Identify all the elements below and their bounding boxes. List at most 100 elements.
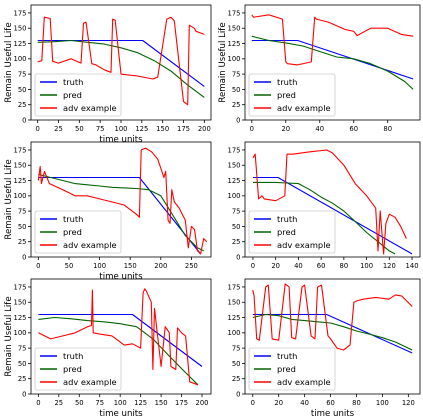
y-axis-label: Remain Useful Life bbox=[218, 22, 228, 102]
y-axis-label: Remain Useful Life bbox=[4, 296, 14, 376]
series-line-truth bbox=[38, 313, 203, 367]
legend-label: truth bbox=[63, 77, 83, 87]
x-tick-label: 75 bbox=[95, 399, 104, 407]
x-tick-label: 60 bbox=[317, 262, 326, 270]
axes-frame bbox=[244, 4, 421, 121]
y-tick-label: 0 bbox=[236, 116, 240, 124]
x-tick-label: 140 bbox=[406, 262, 419, 270]
y-tick-label: 175 bbox=[14, 9, 27, 17]
legend: truth pred adv example bbox=[248, 210, 336, 254]
y-tick-label: 150 bbox=[14, 25, 27, 33]
legend-box bbox=[248, 210, 336, 254]
chart-panel-3: 0 50 100 150 200 250 0 25 50 75 100 125 150 175 time u… bbox=[4, 141, 212, 282]
y-tick-label: 50 bbox=[232, 223, 241, 231]
x-tick-label: 80 bbox=[383, 125, 392, 133]
y-tick-label: 175 bbox=[228, 146, 241, 154]
y-tick-label: 125 bbox=[228, 177, 241, 185]
x-tick-label: 50 bbox=[75, 399, 84, 407]
x-tick-label: 250 bbox=[185, 262, 198, 270]
y-tick-label: 75 bbox=[18, 71, 27, 79]
legend-box bbox=[34, 73, 122, 117]
series-line-truth bbox=[253, 176, 413, 255]
y-tick-label: 0 bbox=[236, 390, 240, 398]
x-tick-label: 25 bbox=[54, 125, 63, 133]
x-tick-label: 75 bbox=[96, 125, 105, 133]
y-tick-label: 100 bbox=[228, 192, 241, 200]
y-tick-label: 150 bbox=[14, 299, 27, 307]
legend-box bbox=[34, 347, 122, 391]
y-tick-label: 0 bbox=[236, 253, 240, 261]
y-tick-label: 50 bbox=[18, 360, 27, 368]
x-tick-label: 175 bbox=[175, 399, 188, 407]
y-tick-label: 75 bbox=[232, 71, 241, 79]
y-tick-label: 175 bbox=[14, 146, 27, 154]
y-axis-label: Remain Useful Life bbox=[4, 22, 14, 102]
x-tick-label: 120 bbox=[402, 399, 415, 407]
legend-label: adv example bbox=[277, 377, 331, 387]
chart-panel-4: 0 20 40 60 80 100 120 140 0 25 50 75 100 125 150 175 tru… bbox=[228, 141, 421, 270]
legend-label: pred bbox=[63, 227, 82, 237]
x-tick-label: 20 bbox=[274, 399, 283, 407]
y-tick-label: 25 bbox=[18, 375, 27, 383]
legend-label: truth bbox=[277, 351, 297, 361]
series-line-truth bbox=[251, 39, 414, 80]
y-tick-label: 50 bbox=[18, 86, 27, 94]
y-tick-label: 150 bbox=[228, 162, 241, 170]
x-tick-label: 0 bbox=[36, 262, 40, 270]
legend-label: adv example bbox=[277, 240, 331, 250]
y-tick-label: 25 bbox=[18, 101, 27, 109]
x-tick-label: 25 bbox=[54, 399, 63, 407]
y-tick-label: 175 bbox=[14, 283, 27, 291]
y-tick-label: 25 bbox=[232, 375, 241, 383]
x-tick-label: 50 bbox=[65, 262, 74, 270]
y-tick-label: 175 bbox=[228, 9, 241, 17]
series-line-pred bbox=[253, 181, 396, 255]
x-tick-label: 80 bbox=[340, 262, 349, 270]
x-tick-label: 200 bbox=[196, 399, 209, 407]
y-tick-label: 125 bbox=[14, 177, 27, 185]
x-tick-label: 150 bbox=[124, 262, 137, 270]
x-tick-label: 200 bbox=[154, 262, 167, 270]
x-tick-label: 20 bbox=[281, 125, 290, 133]
x-tick-label: 40 bbox=[300, 399, 309, 407]
y-tick-label: 75 bbox=[232, 345, 241, 353]
y-tick-label: 175 bbox=[228, 283, 241, 291]
y-tick-label: 150 bbox=[14, 162, 27, 170]
x-tick-label: 0 bbox=[251, 399, 255, 407]
x-tick-label: 40 bbox=[294, 262, 303, 270]
x-tick-label: 120 bbox=[383, 262, 396, 270]
axes-frame bbox=[30, 278, 212, 395]
series-line-pred bbox=[37, 39, 205, 98]
legend: truth pred adv example bbox=[34, 73, 122, 117]
y-axis-label: Remain Useful Life bbox=[4, 159, 14, 239]
legend-label: adv example bbox=[63, 377, 117, 387]
x-tick-label: 125 bbox=[135, 125, 148, 133]
legend: truth pred adv example bbox=[34, 347, 122, 391]
legend-label: adv example bbox=[63, 103, 117, 113]
legend-label: pred bbox=[277, 227, 296, 237]
x-tick-label: 125 bbox=[134, 399, 147, 407]
series-line-adv-example bbox=[252, 283, 413, 351]
legend-label: truth bbox=[63, 214, 83, 224]
y-tick-label: 125 bbox=[14, 314, 27, 322]
y-tick-label: 50 bbox=[232, 86, 241, 94]
x-tick-label: 100 bbox=[114, 399, 127, 407]
y-tick-label: 100 bbox=[228, 329, 241, 337]
series-line-truth bbox=[38, 176, 202, 255]
y-tick-label: 0 bbox=[22, 390, 26, 398]
chart-panel-6: 0 20 40 60 80 100 120 0 25 50 75 100 125 150 175 time u… bbox=[228, 278, 421, 419]
y-tick-label: 100 bbox=[228, 55, 241, 63]
x-tick-label: 150 bbox=[156, 125, 169, 133]
legend-label: pred bbox=[277, 90, 296, 100]
y-tick-label: 75 bbox=[18, 345, 27, 353]
legend-label: pred bbox=[277, 364, 296, 374]
axes-frame bbox=[244, 278, 421, 395]
x-tick-label: 60 bbox=[349, 125, 358, 133]
x-axis-label: time units bbox=[99, 135, 143, 145]
y-tick-label: 125 bbox=[228, 314, 241, 322]
x-tick-label: 100 bbox=[376, 399, 389, 407]
legend-box bbox=[248, 347, 336, 391]
series-line-adv-example bbox=[252, 149, 407, 255]
